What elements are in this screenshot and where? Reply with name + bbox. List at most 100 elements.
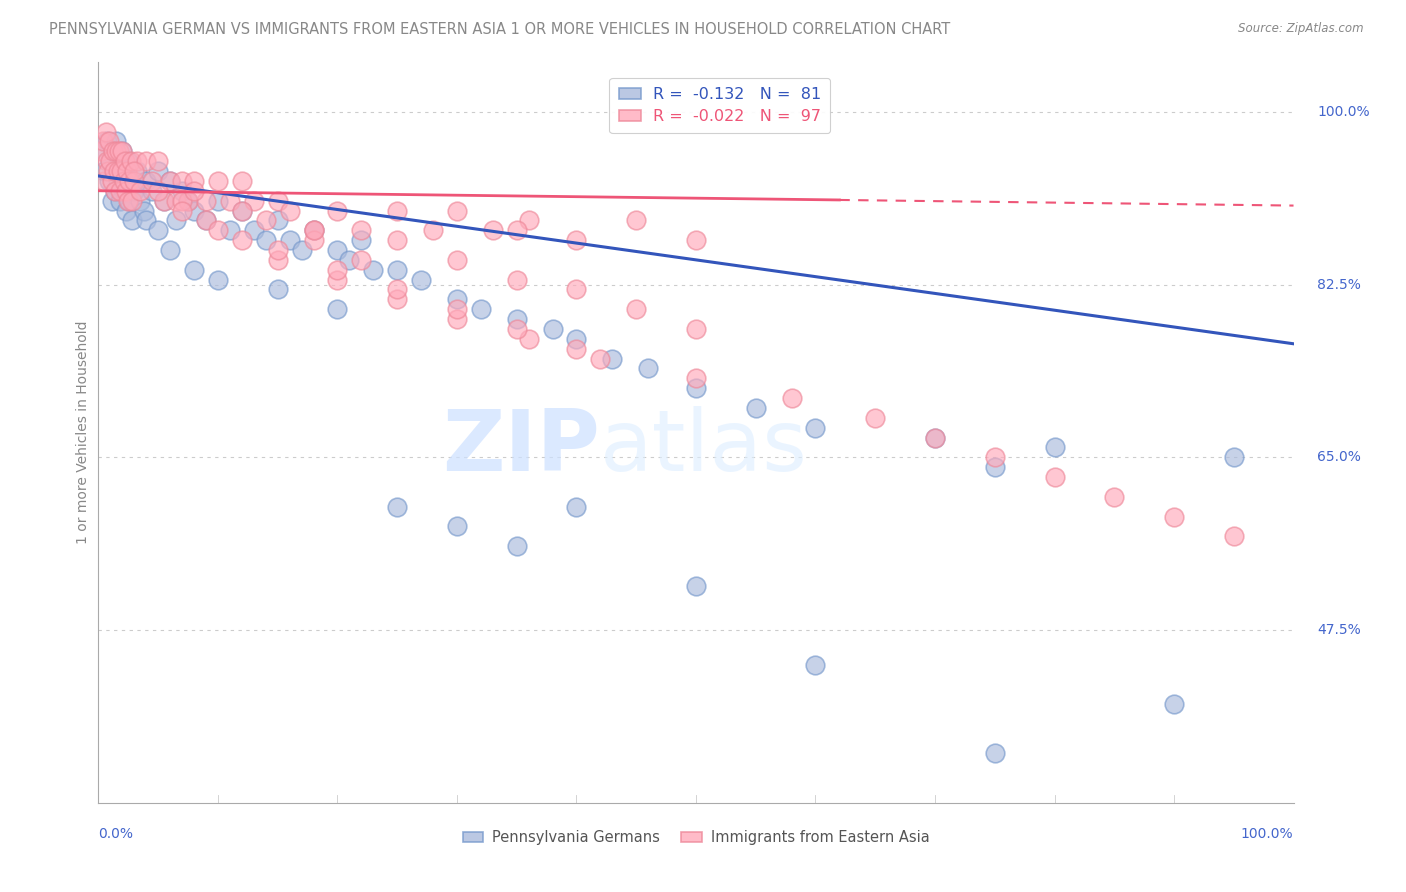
Point bbox=[141, 174, 163, 188]
Point bbox=[565, 233, 588, 247]
Point bbox=[125, 164, 148, 178]
Point bbox=[207, 194, 229, 208]
Point bbox=[565, 500, 588, 514]
Point bbox=[267, 243, 290, 257]
Point bbox=[565, 342, 588, 356]
Point bbox=[115, 174, 138, 188]
Point bbox=[91, 145, 114, 159]
Point bbox=[350, 223, 373, 237]
Point bbox=[183, 184, 205, 198]
Point bbox=[100, 194, 122, 208]
Point bbox=[98, 154, 122, 169]
Point bbox=[183, 174, 205, 188]
Point bbox=[385, 500, 409, 514]
Point bbox=[159, 174, 181, 188]
Point bbox=[124, 174, 146, 188]
Point bbox=[446, 519, 468, 533]
Point bbox=[446, 252, 468, 267]
Point bbox=[924, 431, 946, 445]
Point bbox=[506, 322, 529, 336]
Point bbox=[117, 154, 139, 169]
Point bbox=[93, 174, 115, 188]
Point bbox=[267, 283, 290, 297]
Point bbox=[326, 262, 349, 277]
Point bbox=[411, 272, 433, 286]
Point bbox=[129, 184, 152, 198]
Point bbox=[107, 154, 129, 169]
Point bbox=[183, 203, 205, 218]
Point bbox=[302, 223, 325, 237]
Text: 82.5%: 82.5% bbox=[1317, 277, 1361, 292]
Point bbox=[112, 184, 135, 198]
Point bbox=[1104, 490, 1126, 504]
Point bbox=[685, 371, 707, 385]
Y-axis label: 1 or more Vehicles in Household: 1 or more Vehicles in Household bbox=[76, 321, 90, 544]
Point bbox=[219, 223, 242, 237]
Point bbox=[219, 194, 242, 208]
Point bbox=[108, 194, 131, 208]
Point bbox=[94, 124, 117, 138]
Point bbox=[91, 135, 114, 149]
Point bbox=[98, 154, 122, 169]
Legend: Pennsylvania Germans, Immigrants from Eastern Asia: Pennsylvania Germans, Immigrants from Ea… bbox=[457, 824, 935, 851]
Point bbox=[1163, 697, 1185, 711]
Point bbox=[302, 223, 325, 237]
Point bbox=[446, 203, 468, 218]
Point bbox=[125, 154, 148, 169]
Point bbox=[104, 184, 127, 198]
Point bbox=[924, 431, 946, 445]
Point bbox=[177, 194, 200, 208]
Point bbox=[96, 154, 118, 169]
Point bbox=[637, 361, 659, 376]
Point bbox=[685, 233, 707, 247]
Text: Source: ZipAtlas.com: Source: ZipAtlas.com bbox=[1239, 22, 1364, 36]
Point bbox=[207, 174, 229, 188]
Text: 65.0%: 65.0% bbox=[1317, 450, 1361, 465]
Point bbox=[107, 145, 129, 159]
Point bbox=[231, 233, 253, 247]
Point bbox=[602, 351, 624, 366]
Point bbox=[363, 262, 385, 277]
Point bbox=[120, 154, 142, 169]
Point bbox=[172, 184, 194, 198]
Point bbox=[101, 145, 124, 159]
Point bbox=[626, 213, 648, 227]
Point bbox=[326, 302, 349, 317]
Point bbox=[207, 223, 229, 237]
Point bbox=[1043, 441, 1066, 455]
Point bbox=[506, 272, 529, 286]
Point bbox=[141, 184, 163, 198]
Point bbox=[105, 135, 128, 149]
Point bbox=[148, 164, 170, 178]
Point bbox=[565, 283, 588, 297]
Point bbox=[506, 539, 529, 553]
Point bbox=[626, 302, 648, 317]
Point bbox=[385, 293, 409, 307]
Point bbox=[105, 145, 128, 159]
Point bbox=[470, 302, 492, 317]
Point bbox=[1163, 509, 1185, 524]
Point bbox=[231, 174, 253, 188]
Point bbox=[984, 460, 1007, 475]
Point bbox=[100, 174, 122, 188]
Point bbox=[111, 145, 134, 159]
Point bbox=[98, 174, 121, 188]
Point bbox=[132, 203, 155, 218]
Text: atlas: atlas bbox=[600, 406, 808, 489]
Text: PENNSYLVANIA GERMAN VS IMMIGRANTS FROM EASTERN ASIA 1 OR MORE VEHICLES IN HOUSEH: PENNSYLVANIA GERMAN VS IMMIGRANTS FROM E… bbox=[49, 22, 950, 37]
Point bbox=[1223, 450, 1246, 465]
Point bbox=[350, 233, 373, 247]
Point bbox=[90, 145, 112, 159]
Point bbox=[118, 194, 141, 208]
Point bbox=[302, 223, 325, 237]
Point bbox=[195, 213, 218, 227]
Point bbox=[517, 332, 540, 346]
Point bbox=[124, 164, 146, 178]
Point bbox=[195, 194, 218, 208]
Point bbox=[685, 322, 707, 336]
Point bbox=[110, 164, 132, 178]
Point bbox=[165, 213, 187, 227]
Point bbox=[177, 194, 200, 208]
Text: 0.0%: 0.0% bbox=[98, 828, 134, 841]
Point bbox=[165, 194, 187, 208]
